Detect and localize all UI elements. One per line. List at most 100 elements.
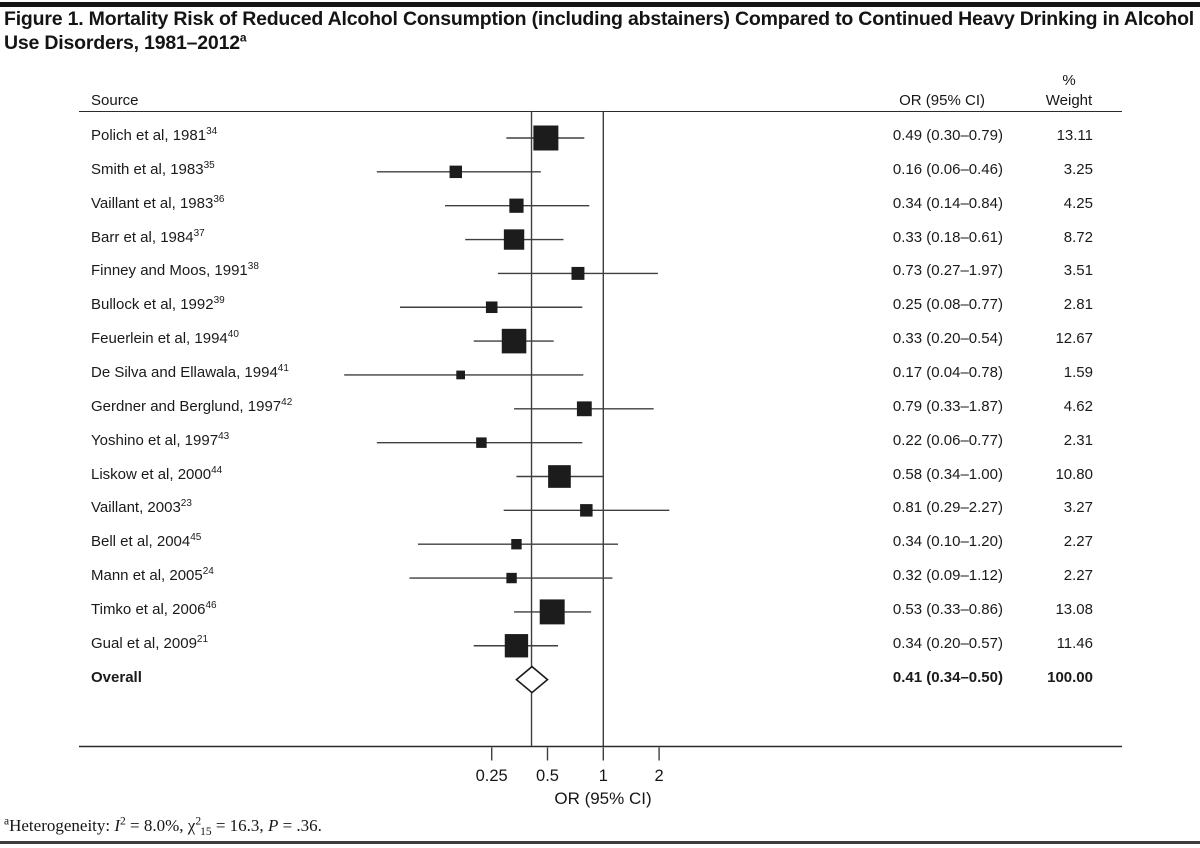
study-label: Bell et al, 200445 xyxy=(91,532,202,551)
footnote-chi-symbol: χ xyxy=(187,816,196,835)
or-point-square xyxy=(456,370,466,380)
study-label: Timko et al, 200646 xyxy=(91,599,217,618)
footnote-text: = 16.3, xyxy=(211,816,268,835)
or-point-square xyxy=(504,634,529,658)
reference-number: 46 xyxy=(205,599,217,611)
or-point-square xyxy=(501,328,527,354)
reference-number: 40 xyxy=(227,329,239,341)
weight-value: 3.25 xyxy=(1063,160,1093,178)
footnote-i-symbol: I xyxy=(114,816,121,835)
column-header-weight-percent: % xyxy=(1062,72,1076,89)
footnote-chi-df: 15 xyxy=(200,826,212,839)
reference-number: 21 xyxy=(196,633,209,645)
or-point-square xyxy=(548,465,571,488)
study-label: De Silva and Ellawala, 199441 xyxy=(91,362,289,381)
or-point-square xyxy=(506,572,517,584)
or-ci-value: 0.22 (0.06–0.77) xyxy=(892,431,1003,449)
weight-value: 4.62 xyxy=(1063,397,1093,415)
or-ci-value: 0.33 (0.20–0.54) xyxy=(892,330,1003,348)
overall-diamond xyxy=(515,665,549,694)
reference-number: 36 xyxy=(213,193,225,205)
axis-tick-label: 0.25 xyxy=(476,767,508,785)
axis-tick-label: 0.5 xyxy=(536,767,559,785)
or-point-square xyxy=(533,125,559,151)
x-axis-label: OR (95% CI) xyxy=(554,789,652,808)
weight-value: 3.27 xyxy=(1063,499,1093,517)
footnote-p-symbol: P xyxy=(267,816,279,835)
study-label: Gual et al, 200921 xyxy=(91,633,209,652)
or-point-square xyxy=(571,266,585,280)
or-ci-value: 0.17 (0.04–0.78) xyxy=(892,363,1003,381)
or-ci-value: 0.32 (0.09–1.12) xyxy=(892,567,1003,585)
or-point-square xyxy=(511,539,522,550)
axis-tick-label: 1 xyxy=(599,767,608,785)
footnote-i-exponent: 2 xyxy=(120,815,126,828)
footnote-text: Heterogeneity: xyxy=(9,816,115,835)
reference-number: 39 xyxy=(213,295,225,307)
weight-value: 2.31 xyxy=(1063,431,1093,449)
or-ci-value: 0.34 (0.20–0.57) xyxy=(892,634,1003,652)
or-point-square xyxy=(539,599,565,625)
study-label: Finney and Moos, 199138 xyxy=(91,261,259,280)
study-label: Yoshino et al, 199743 xyxy=(91,430,230,449)
overall-or-ci-value: 0.41 (0.34–0.50) xyxy=(892,668,1003,686)
or-point-square xyxy=(476,437,487,448)
weight-value: 8.72 xyxy=(1063,228,1093,246)
or-ci-value: 0.73 (0.27–1.97) xyxy=(892,262,1003,280)
study-label: Polich et al, 198134 xyxy=(91,126,218,145)
or-point-square xyxy=(485,301,498,314)
or-ci-value: 0.33 (0.18–0.61) xyxy=(892,228,1003,246)
or-point-square xyxy=(509,198,524,213)
footnote-text: = .36. xyxy=(278,816,322,835)
weight-value: 2.27 xyxy=(1063,567,1093,585)
top-rule xyxy=(0,2,1200,7)
or-ci-value: 0.81 (0.29–2.27) xyxy=(892,499,1003,517)
column-header-or: OR (95% CI) xyxy=(899,92,985,109)
or-point-square xyxy=(503,229,525,250)
study-label: Liskow et al, 200044 xyxy=(91,464,223,483)
reference-number: 43 xyxy=(218,430,230,442)
footnote: aHeterogeneity: I2 = 8.0%, χ215 = 16.3, … xyxy=(4,815,322,839)
overall-label: Overall xyxy=(91,668,142,686)
or-ci-value: 0.16 (0.06–0.46) xyxy=(892,160,1003,178)
weight-value: 2.81 xyxy=(1063,296,1093,314)
column-header-weight-label: Weight xyxy=(1045,92,1093,109)
weight-value: 2.27 xyxy=(1063,533,1093,551)
reference-number: 42 xyxy=(281,396,293,408)
or-point-square xyxy=(449,165,462,179)
study-label: Vaillant et al, 198336 xyxy=(91,193,225,212)
or-ci-value: 0.49 (0.30–0.79) xyxy=(892,127,1003,144)
reference-number: 24 xyxy=(202,566,214,578)
weight-value: 1.59 xyxy=(1063,363,1093,381)
footnote-chi-exponent: 2 xyxy=(195,815,202,828)
weight-value: 12.67 xyxy=(1055,330,1093,348)
or-ci-value: 0.79 (0.33–1.87) xyxy=(892,397,1003,415)
weight-value: 3.51 xyxy=(1063,262,1093,280)
reference-number: 38 xyxy=(247,261,259,273)
study-label: Mann et al, 200524 xyxy=(91,566,214,585)
study-label: Gerdner and Berglund, 199742 xyxy=(91,396,293,415)
study-label: Bullock et al, 199239 xyxy=(91,295,225,314)
footnote-marker: a xyxy=(4,815,10,828)
header-rule xyxy=(79,110,1122,113)
or-ci-value: 0.34 (0.14–0.84) xyxy=(892,194,1003,212)
reference-number: 45 xyxy=(190,532,202,544)
figure-title: Figure 1. Mortality Risk of Reduced Alco… xyxy=(4,8,1198,55)
axis-tick-label: 2 xyxy=(655,767,664,785)
reference-number: 34 xyxy=(206,126,218,137)
study-label: Barr et al, 198437 xyxy=(91,227,205,246)
reference-number: 37 xyxy=(193,227,205,239)
weight-value: 13.08 xyxy=(1055,600,1093,618)
or-point-square xyxy=(576,401,592,417)
or-ci-value: 0.34 (0.10–1.20) xyxy=(892,533,1003,551)
or-ci-value: 0.53 (0.33–0.86) xyxy=(892,600,1003,618)
reference-number: 41 xyxy=(277,362,289,374)
weight-value: 4.25 xyxy=(1063,194,1093,212)
reference-number: 23 xyxy=(180,498,192,510)
weight-value: 10.80 xyxy=(1055,465,1093,483)
bottom-rule xyxy=(0,841,1200,844)
or-ci-value: 0.58 (0.34–1.00) xyxy=(892,465,1003,483)
overall-weight-value: 100.00 xyxy=(1047,668,1093,686)
